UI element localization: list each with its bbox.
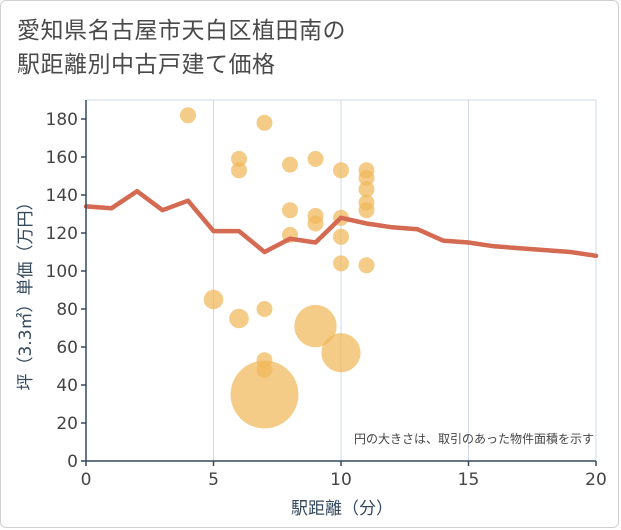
x-axis-label: 駅距離（分） [291, 499, 393, 519]
data-point-bubble-15 [307, 215, 324, 232]
x-tick-label-15: 15 [458, 470, 480, 490]
average-line [83, 188, 599, 259]
y-tick-label-40: 40 [56, 376, 78, 396]
chart-title: 愛知県名古屋市天白区植田南の 駅距離別中古戸建て価格 [17, 14, 346, 82]
bubble-series [180, 107, 375, 429]
data-point-bubble-4 [229, 308, 249, 329]
x-tick-label-0: 0 [81, 470, 92, 490]
x-tick-label-5: 5 [208, 470, 219, 490]
data-point-bubble-5 [256, 114, 273, 131]
grid-lines [86, 99, 597, 461]
data-point-bubble-20 [333, 255, 349, 272]
data-point-bubble-9 [230, 360, 299, 429]
y-tick-label-100: 100 [46, 262, 78, 282]
y-tick-label-0: 0 [67, 452, 78, 472]
data-point-bubble-27 [358, 257, 375, 274]
chart-title-line-2: 駅距離別中古戸建て価格 [17, 52, 276, 78]
data-point-bubble-13 [307, 150, 324, 167]
average-line-series [83, 188, 599, 259]
bubble-size-note: 円の大きさは、取引のあった物件面積を示す [354, 431, 594, 446]
data-point-bubble-1 [203, 289, 224, 310]
data-point-bubble-19 [333, 228, 349, 245]
data-point-bubble-10 [282, 156, 298, 173]
data-point-bubble-23 [358, 169, 375, 186]
y-tick-label-120: 120 [46, 224, 78, 244]
y-axis-label: 坪（3.3㎡）単価（万円） [16, 193, 36, 390]
chart-title-line-1: 愛知県名古屋市天白区植田南の [17, 18, 346, 44]
y-tick-label-60: 60 [56, 338, 78, 358]
tick-labels: 0 20 40 60 80 100 120 140 160 180 0 5 10 15 20 [46, 110, 607, 490]
data-point-bubble-6 [256, 301, 273, 317]
data-point-bubble-0 [180, 107, 196, 124]
y-tick-label-80: 80 [56, 300, 78, 320]
data-point-bubble-24 [358, 181, 375, 198]
y-tick-label-180: 180 [46, 110, 78, 130]
data-point-bubble-21 [321, 333, 361, 373]
x-tick-label-10: 10 [330, 470, 352, 490]
data-point-bubble-16 [294, 304, 337, 348]
data-point-bubble-11 [282, 202, 298, 219]
data-point-bubble-17 [333, 162, 349, 179]
axes [81, 100, 597, 466]
data-point-bubble-3 [231, 162, 247, 179]
y-tick-label-140: 140 [46, 186, 78, 206]
data-point-bubble-26 [358, 202, 375, 219]
x-tick-label-20: 20 [585, 470, 607, 490]
y-tick-label-20: 20 [56, 414, 78, 434]
y-tick-label-160: 160 [46, 148, 78, 168]
data-point-bubble-2 [231, 150, 247, 167]
